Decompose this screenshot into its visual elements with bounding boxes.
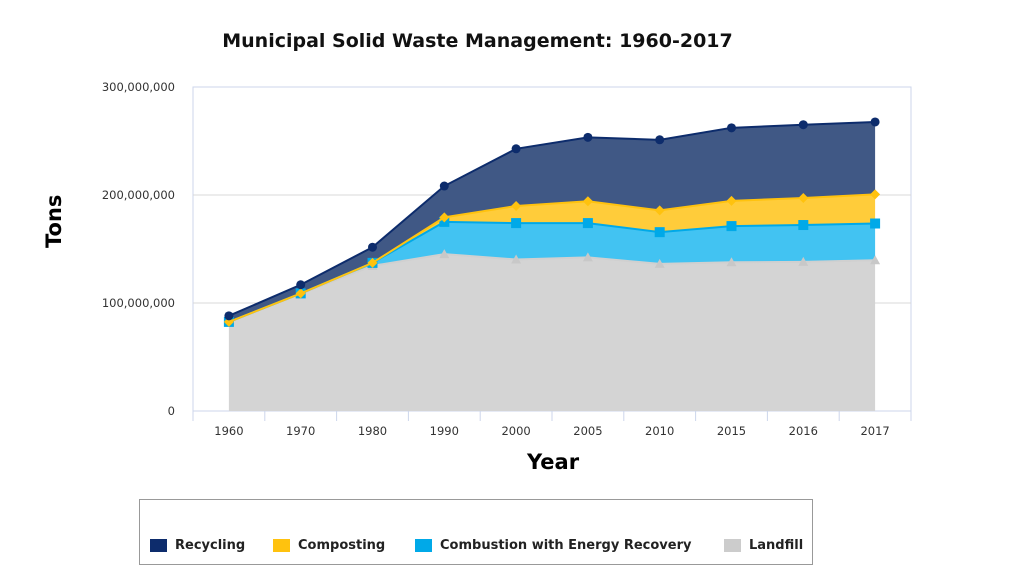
- y-tick-label: 0: [168, 404, 175, 418]
- legend-label: Combustion with Energy Recovery: [440, 538, 692, 553]
- y-tick-label: 300,000,000: [102, 80, 175, 94]
- point-recycling: [583, 132, 593, 142]
- point-landfill: [582, 252, 593, 262]
- x-tick-label: 1970: [286, 424, 315, 438]
- legend-swatch: [150, 539, 167, 552]
- legend-item-composting[interactable]: Composting: [273, 538, 385, 553]
- area-landfill: [228, 254, 876, 411]
- x-tick-label: 2015: [717, 424, 746, 438]
- point-recycling: [798, 120, 808, 130]
- point-recycling: [870, 117, 880, 127]
- y-tick-label: 100,000,000: [102, 296, 175, 310]
- point-composting: [439, 212, 450, 223]
- line-composting: [228, 193, 876, 323]
- point-landfill: [439, 249, 450, 259]
- legend: Recycling Composting Combustion with Ene…: [139, 499, 813, 565]
- point-landfill: [798, 256, 809, 266]
- point-combustion-with-energy-recovery: [654, 227, 665, 238]
- x-tick-label: 2005: [573, 424, 602, 438]
- point-composting: [295, 288, 306, 299]
- point-combustion-with-energy-recovery: [511, 218, 522, 229]
- legend-label: Composting: [298, 538, 386, 553]
- point-recycling: [655, 135, 665, 145]
- line-landfill: [228, 253, 876, 323]
- x-tick-label: 2000: [501, 424, 530, 438]
- point-combustion-with-energy-recovery: [870, 218, 881, 229]
- point-composting: [654, 205, 665, 216]
- x-tick-label: 2017: [860, 424, 889, 438]
- point-composting: [511, 201, 522, 212]
- area-composting: [228, 194, 876, 322]
- point-composting: [367, 257, 378, 268]
- point-composting: [726, 195, 737, 206]
- point-recycling: [439, 181, 449, 191]
- x-tick-label: 2010: [645, 424, 674, 438]
- point-combustion-with-energy-recovery: [726, 221, 737, 232]
- legend-label: Landfill: [749, 538, 804, 553]
- x-axis-label: Year: [527, 450, 580, 474]
- y-axis-label: Tons: [42, 194, 66, 248]
- legend-swatch: [415, 539, 432, 552]
- point-recycling: [511, 144, 521, 154]
- chart-title: Municipal Solid Waste Management: 1960-2…: [222, 30, 733, 52]
- x-tick-label: 1990: [430, 424, 459, 438]
- point-recycling: [727, 123, 736, 133]
- point-combustion-with-energy-recovery: [798, 220, 809, 231]
- area-combustion-with-energy-recovery: [228, 221, 876, 322]
- legend-item-landfill[interactable]: Landfill: [724, 538, 803, 553]
- point-recycling: [368, 242, 377, 252]
- y-tick-label: 200,000,000: [102, 188, 175, 202]
- legend-swatch: [724, 539, 741, 552]
- line-recycling: [228, 120, 876, 317]
- point-landfill: [870, 255, 881, 265]
- x-tick-label: 2016: [789, 424, 818, 438]
- point-combustion-with-energy-recovery: [582, 218, 593, 229]
- point-composting: [798, 193, 809, 204]
- point-composting: [582, 196, 593, 207]
- area-recycling: [228, 121, 876, 322]
- legend-label: Recycling: [175, 538, 246, 553]
- legend-swatch: [273, 539, 290, 552]
- point-composting: [870, 189, 881, 200]
- point-recycling: [224, 311, 234, 321]
- point-landfill: [511, 254, 522, 264]
- point-recycling: [296, 280, 306, 290]
- point-landfill: [726, 257, 737, 267]
- point-landfill: [654, 258, 665, 268]
- legend-item-combustion[interactable]: Combustion with Energy Recovery: [415, 538, 691, 553]
- x-tick-label: 1960: [214, 424, 243, 438]
- legend-item-recycling[interactable]: Recycling: [150, 538, 245, 553]
- x-tick-label: 1980: [358, 424, 387, 438]
